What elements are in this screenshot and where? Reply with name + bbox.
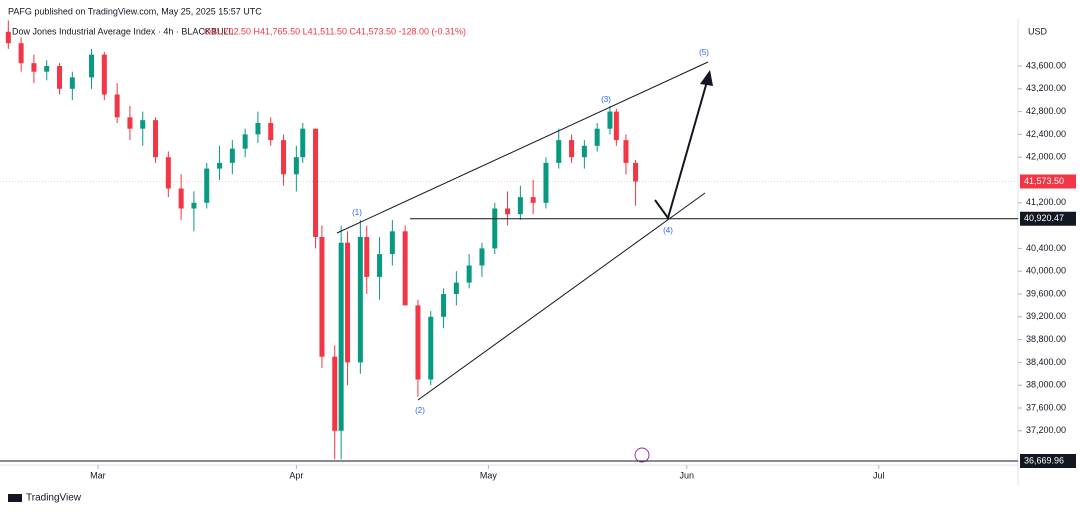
last-price-tag bbox=[1020, 174, 1076, 189]
y-tick-label: 42,800.00 bbox=[1026, 106, 1066, 116]
price-line-label: 40,920.47 bbox=[1024, 213, 1064, 223]
candle-body bbox=[345, 242, 351, 363]
candle-body bbox=[569, 140, 575, 158]
wave-label: (2) bbox=[415, 406, 425, 415]
candle-body bbox=[153, 120, 159, 158]
candle-body bbox=[505, 208, 511, 215]
candle-body bbox=[57, 66, 63, 89]
y-tick-label: 43,600.00 bbox=[1026, 60, 1066, 70]
y-tick-label: 38,800.00 bbox=[1026, 334, 1066, 344]
y-tick-label: 42,000.00 bbox=[1026, 152, 1066, 162]
candle-body bbox=[402, 231, 408, 306]
candle-body bbox=[466, 265, 472, 283]
symbol-line: Dow Jones Industrial Average Index · 4h … bbox=[12, 26, 233, 36]
candle-body bbox=[517, 197, 523, 215]
wave-label: (3) bbox=[601, 95, 611, 104]
candle-body bbox=[5, 31, 11, 44]
candle-body bbox=[332, 356, 338, 431]
candle-body bbox=[229, 148, 235, 163]
projection-arrow bbox=[654, 77, 709, 221]
candle-body bbox=[415, 305, 421, 380]
y-tick-label: 38,400.00 bbox=[1026, 357, 1066, 367]
wave-label: (5) bbox=[699, 48, 709, 57]
candle-body bbox=[319, 237, 325, 357]
price-line-tag bbox=[1020, 211, 1076, 226]
candle-body bbox=[530, 197, 536, 203]
candle-body bbox=[178, 188, 184, 209]
candle-body bbox=[623, 140, 629, 163]
candle-body bbox=[479, 248, 485, 266]
candle-body bbox=[543, 162, 549, 203]
candle-body bbox=[364, 237, 370, 277]
candle-body bbox=[101, 54, 107, 95]
x-tick-label: Mar bbox=[90, 470, 106, 480]
candle-body bbox=[140, 120, 146, 129]
candle-body bbox=[89, 54, 95, 78]
y-tick-label: 39,600.00 bbox=[1026, 288, 1066, 298]
candle-body bbox=[453, 282, 459, 294]
candle-body bbox=[217, 162, 223, 169]
x-tick-label: Jun bbox=[680, 470, 695, 480]
y-tick-label: 41,200.00 bbox=[1026, 197, 1066, 207]
candle-body bbox=[165, 157, 171, 189]
published-line: PAFG published on TradingView.com, May 2… bbox=[8, 6, 262, 16]
price-line-label: 36,669.96 bbox=[1024, 455, 1064, 465]
y-tick-label: 40,400.00 bbox=[1026, 243, 1066, 253]
x-tick-label: Apr bbox=[289, 470, 303, 480]
candle-body bbox=[338, 242, 344, 431]
candle-body bbox=[441, 293, 447, 317]
candle-body bbox=[127, 117, 133, 129]
event-icon[interactable] bbox=[634, 447, 650, 463]
candle-body bbox=[293, 157, 299, 175]
candle-body bbox=[313, 128, 319, 238]
y-tick-label: 38,000.00 bbox=[1026, 380, 1066, 390]
wave-label: (4) bbox=[663, 226, 673, 235]
candle-body bbox=[633, 162, 639, 182]
currency-label: USD bbox=[1028, 26, 1048, 36]
y-tick-label: 37,600.00 bbox=[1026, 402, 1066, 412]
y-tick-label: 40,000.00 bbox=[1026, 266, 1066, 276]
candle-body bbox=[556, 140, 562, 163]
candle-body bbox=[581, 145, 587, 158]
y-tick-label: 37,200.00 bbox=[1026, 425, 1066, 435]
candle-body bbox=[268, 123, 274, 141]
candle-body bbox=[377, 254, 383, 277]
last-price-label: 41,573.50 bbox=[1024, 176, 1064, 186]
brand: TradingView bbox=[26, 493, 82, 504]
candle-body bbox=[204, 168, 210, 203]
upper-trendline bbox=[336, 61, 709, 234]
price-line-tag bbox=[1020, 454, 1076, 469]
candle-body bbox=[492, 208, 498, 249]
candle-body bbox=[114, 94, 120, 118]
candle-body bbox=[613, 111, 619, 141]
candle-body bbox=[242, 134, 248, 149]
wave-label: (1) bbox=[352, 208, 362, 217]
lower-trendline bbox=[417, 192, 706, 401]
candle-body bbox=[428, 316, 434, 380]
candle-body bbox=[281, 140, 287, 175]
candle-body bbox=[18, 43, 24, 64]
candle-body bbox=[69, 77, 75, 89]
candle-body bbox=[389, 231, 395, 255]
candle-body bbox=[44, 66, 50, 72]
candle-body bbox=[300, 128, 306, 158]
y-tick-label: 42,400.00 bbox=[1026, 129, 1066, 139]
candle-body bbox=[31, 63, 37, 72]
candle-body bbox=[594, 128, 600, 146]
brand-logo bbox=[8, 494, 22, 502]
candle-body bbox=[357, 237, 363, 363]
candle-body bbox=[191, 202, 197, 209]
y-tick-label: 43,200.00 bbox=[1026, 83, 1066, 93]
arrow-head bbox=[700, 70, 713, 86]
x-tick-label: May bbox=[480, 470, 498, 480]
ohlc-line: O41,702.50 H41,765.50 L41,511.50 C41,573… bbox=[204, 26, 466, 36]
y-tick-label: 39,200.00 bbox=[1026, 311, 1066, 321]
x-tick-label: Jul bbox=[873, 470, 885, 480]
plot-area bbox=[0, 20, 1018, 460]
candle-body bbox=[255, 123, 261, 135]
candle-body bbox=[607, 111, 613, 129]
